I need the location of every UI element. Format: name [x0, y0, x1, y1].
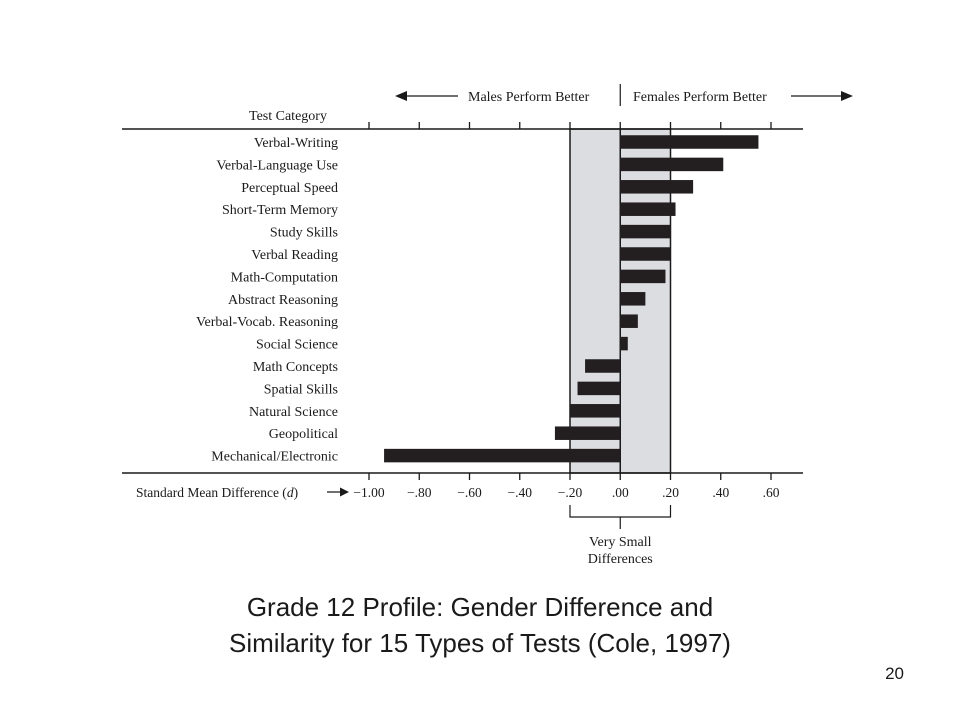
bar: [554, 426, 621, 440]
x-tick-label: .20: [662, 485, 679, 500]
category-label: Verbal-Vocab. Reasoning: [196, 315, 338, 330]
bar: [620, 157, 724, 172]
category-labels-group: Test Category Verbal-Writing Verbal-Langua…: [196, 109, 338, 465]
axes-group: [122, 128, 803, 474]
x-axis-label: Standard Mean Difference (d): [136, 485, 298, 500]
bar: [620, 336, 628, 351]
bar: [620, 247, 671, 261]
x-tick-label: −.20: [558, 485, 583, 500]
category-label: Perceptual Speed: [241, 181, 338, 196]
bar: [620, 202, 676, 216]
category-label: Social Science: [256, 338, 338, 353]
bar: [620, 292, 646, 306]
right-arrow-head: [841, 91, 853, 101]
band-label-line-2: Differences: [588, 552, 653, 567]
left-arrow-head: [395, 91, 407, 101]
bar: [620, 135, 759, 149]
ticks-group: −1.00 −.80 −.60 −.40 −.20 .00 .20 .40 .60 Standar…: [136, 122, 780, 500]
slide-number: 20: [885, 664, 904, 683]
bar: [620, 269, 666, 284]
category-label: Math-Computation: [231, 270, 338, 285]
females-perform-better-label: Females Perform Better: [633, 90, 767, 105]
category-label: Verbal-Language Use: [216, 158, 338, 173]
x-axis-label-arrow-head: [340, 487, 349, 497]
category-label: Abstract Reasoning: [228, 293, 338, 308]
category-label: Study Skills: [270, 226, 338, 241]
direction-arrows-group: Males Perform Better Females Perform Bett…: [395, 84, 853, 106]
category-label: Natural Science: [249, 405, 338, 420]
x-tick-label: −.40: [508, 485, 533, 500]
category-label: Short-Term Memory: [222, 203, 338, 218]
x-tick-label: .00: [612, 485, 629, 500]
x-tick-label: .60: [763, 485, 780, 500]
bar: [585, 359, 621, 373]
bar: [384, 448, 621, 463]
caption-line-1: Grade 12 Profile: Gender Difference and: [246, 592, 714, 622]
males-perform-better-label: Males Perform Better: [468, 90, 590, 105]
bar: [620, 224, 671, 239]
category-header: Test Category: [249, 109, 327, 124]
gender-difference-chart: Very Small Differences Test Category Verba…: [122, 84, 853, 567]
category-label: Spatial Skills: [264, 382, 338, 397]
band-bracket: [569, 505, 672, 529]
bar: [570, 404, 621, 418]
category-label: Verbal Reading: [251, 248, 338, 263]
x-tick-label: .40: [712, 485, 729, 500]
band-label-line-1: Very Small: [589, 535, 652, 550]
x-tick-label: −.60: [457, 485, 482, 500]
x-tick-label: −1.00: [353, 485, 384, 500]
x-tick-label: −.80: [407, 485, 432, 500]
bars-group: [384, 135, 759, 463]
bar: [577, 381, 621, 396]
category-label: Geopolitical: [269, 427, 338, 442]
bar: [620, 314, 638, 328]
category-label: Verbal-Writing: [254, 136, 338, 151]
caption-line-2: Similarity for 15 Types of Tests (Cole, …: [229, 628, 731, 658]
bar: [620, 180, 694, 194]
category-label: Mechanical/Electronic: [211, 450, 338, 465]
category-label: Math Concepts: [253, 360, 338, 375]
